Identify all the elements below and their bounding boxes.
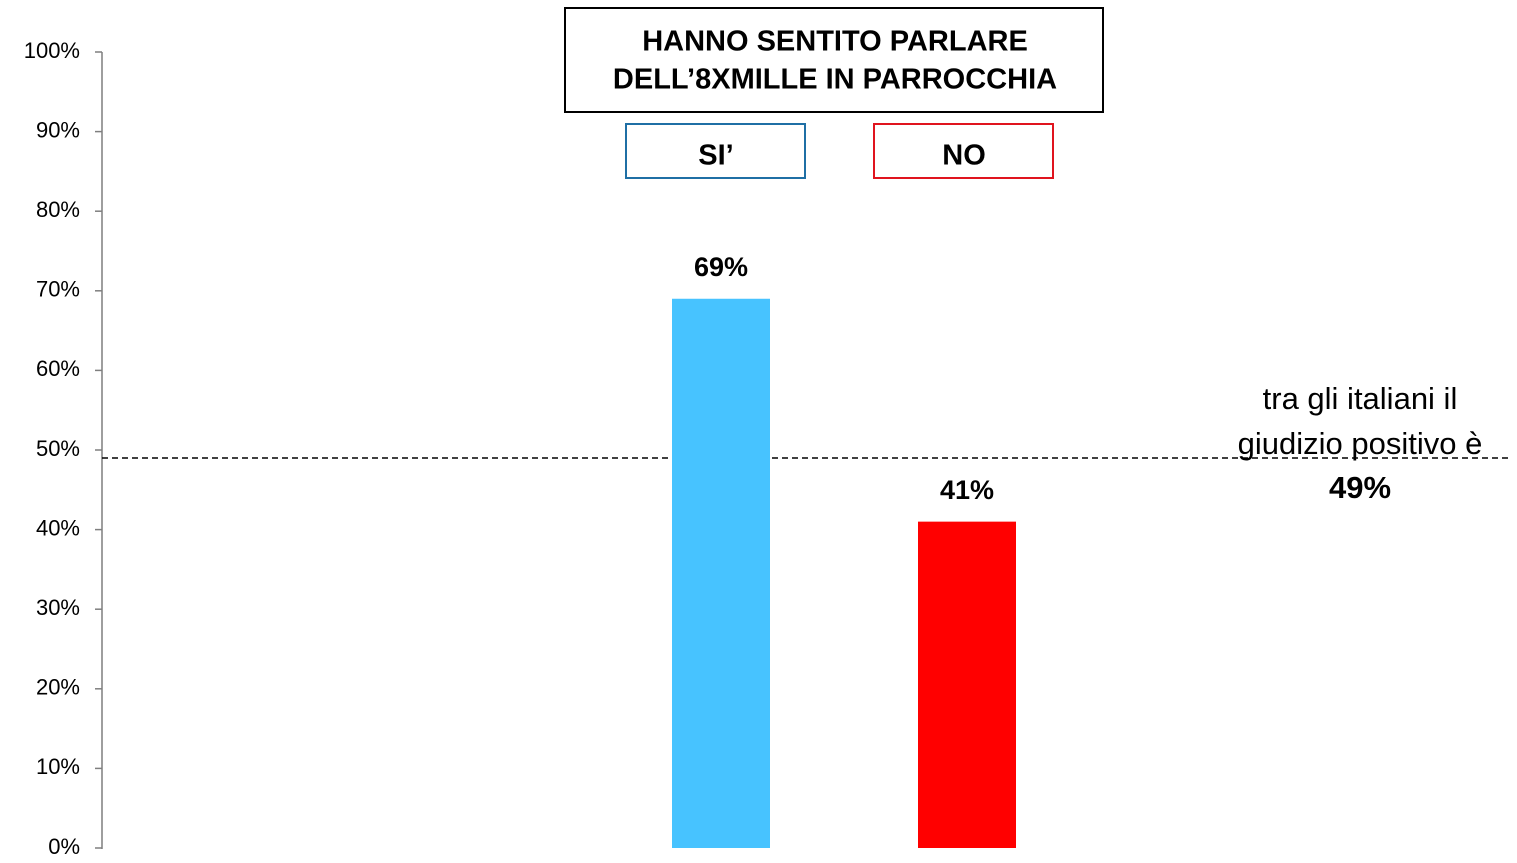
annotation: tra gli italiani il [1263,381,1458,416]
title-box [564,7,1104,113]
y-tick-label: 60% [36,356,80,381]
y-tick-label: 10% [36,754,80,779]
y-tick-label: 100% [24,38,80,63]
bar [672,298,770,848]
legend-box [625,123,806,179]
legend-label: NO [942,140,986,172]
y-tick-label: 50% [36,436,80,461]
chart-title: HANNO SENTITO PARLARE [642,26,1028,58]
y-tick-label: 90% [36,117,80,142]
bar [918,521,1016,848]
value-label: 69% [694,252,748,282]
y-tick-label: 70% [36,277,80,302]
reference-label: 49% [1329,470,1391,505]
y-tick-label: 0% [48,834,80,859]
chart-title: DELL’8XMILLE IN PARROCCHIA [613,64,1057,96]
annotation: giudizio positivo è [1238,426,1483,461]
value-label: 41% [940,475,994,505]
y-tick-label: 30% [36,595,80,620]
legend-label: SI’ [698,140,733,172]
y-tick-label: 80% [36,197,80,222]
y-tick-label: 40% [36,515,80,540]
legend-box [873,123,1054,179]
y-tick-label: 20% [36,675,80,700]
